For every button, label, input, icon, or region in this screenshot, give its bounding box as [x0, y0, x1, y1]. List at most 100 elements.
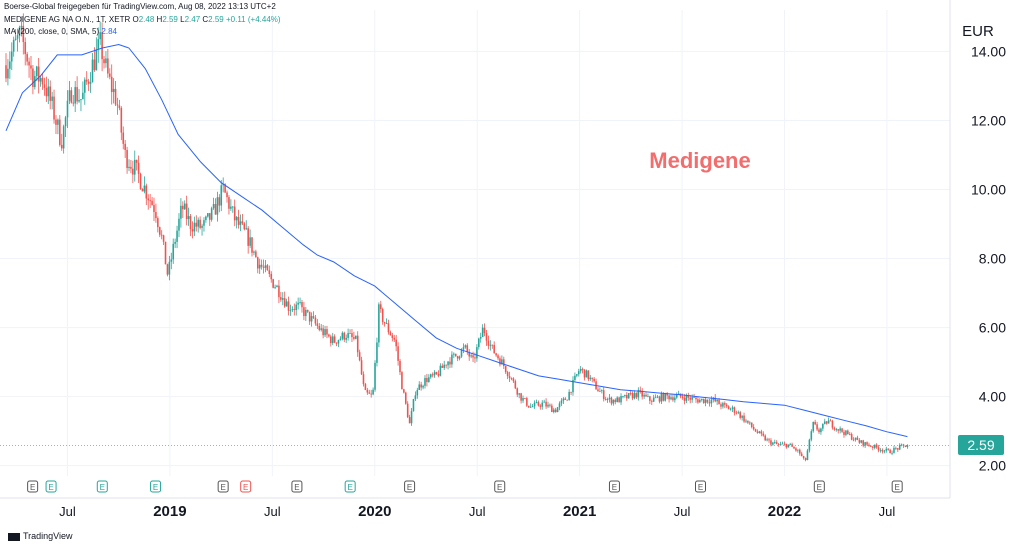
candle-body	[351, 333, 353, 338]
candle-body	[55, 119, 57, 125]
candle-body	[762, 433, 765, 436]
candle-body	[672, 397, 674, 401]
candle-body	[87, 81, 90, 84]
candle-body	[251, 237, 253, 253]
candle-body	[233, 206, 236, 221]
candle-body	[187, 216, 190, 219]
tradingview-footer[interactable]: TradingView	[8, 531, 73, 541]
candle-body	[462, 347, 465, 350]
candle-body	[785, 443, 788, 448]
candle-body	[416, 389, 419, 396]
candle-body	[562, 398, 565, 401]
candle-body	[716, 399, 718, 402]
candle-body	[349, 333, 351, 334]
earnings-marker	[891, 480, 903, 493]
candle-body	[453, 353, 455, 355]
candle-body	[320, 328, 323, 330]
candle-body	[502, 359, 505, 367]
candle-body	[775, 442, 778, 444]
candle-body	[664, 393, 667, 401]
candle-body	[337, 340, 340, 344]
candle-body	[814, 421, 816, 425]
candle-body	[207, 213, 209, 217]
candle-body	[522, 398, 524, 401]
candle-body	[10, 51, 13, 62]
candle-body	[37, 66, 40, 82]
grid	[0, 0, 951, 499]
candle-body	[12, 39, 15, 52]
candle-body	[624, 395, 626, 397]
candle-body	[827, 420, 830, 424]
candle-body	[478, 338, 480, 348]
candle-body	[585, 370, 588, 378]
candle-body	[558, 403, 561, 408]
candle-body	[735, 412, 738, 414]
candle-body	[506, 372, 509, 377]
candle-body	[99, 32, 101, 40]
candle-body	[854, 437, 857, 440]
candle-body	[403, 389, 405, 393]
candle-body	[299, 302, 301, 303]
candle-body	[305, 309, 307, 317]
candle-body	[9, 61, 11, 69]
candle-body	[577, 371, 580, 375]
candle-body	[158, 227, 161, 235]
candle-body	[185, 203, 188, 219]
candle-body	[289, 310, 292, 311]
candle-body	[816, 424, 818, 430]
y-axis: 2.00 4.00 6.00 8.00 10.00 12.00 14.00	[971, 43, 1006, 473]
candle-body	[725, 404, 728, 407]
candle-body	[476, 347, 478, 359]
candle-body	[93, 59, 96, 71]
candle-body	[772, 442, 774, 445]
candle-body	[660, 393, 663, 402]
candle-body	[406, 403, 409, 418]
x-tick-label: 2022	[768, 503, 801, 520]
candle-body	[733, 407, 736, 413]
candle-body	[858, 440, 861, 443]
candle-body	[153, 205, 155, 213]
candle-body	[133, 159, 136, 175]
candle-body	[533, 402, 536, 407]
candle-body	[787, 444, 790, 448]
candle-body	[262, 266, 265, 268]
x-tick-label: 2021	[563, 503, 596, 520]
candle-body	[360, 360, 363, 375]
candle-body	[652, 397, 655, 402]
candle-body	[604, 399, 607, 400]
ma200-line	[5, 43, 908, 438]
candle-body	[78, 100, 80, 102]
candle-body	[873, 444, 876, 448]
candle-body	[508, 376, 511, 379]
ma-value: 2.84	[101, 27, 117, 36]
candle-body	[685, 395, 688, 401]
candle-body	[80, 99, 82, 101]
candle-body	[900, 444, 903, 446]
candle-body	[798, 449, 801, 454]
candle-body	[464, 345, 467, 348]
candle-body	[72, 102, 75, 104]
candle-body	[614, 399, 617, 403]
tradingview-logo-icon	[8, 532, 20, 541]
candle-body	[306, 309, 309, 312]
candle-body	[241, 221, 244, 224]
candle-body	[825, 421, 828, 424]
y-tick-label: 6.00	[979, 320, 1006, 336]
candle-body	[647, 396, 649, 398]
candle-body	[114, 88, 117, 105]
candle-body	[435, 372, 438, 375]
candle-body	[777, 443, 780, 445]
x-tick-label: Jul	[264, 504, 281, 519]
candle-body	[76, 87, 78, 102]
candle-body	[108, 73, 111, 77]
candle-body	[116, 104, 119, 106]
candle-body	[501, 359, 503, 365]
candle-body	[28, 61, 30, 66]
candle-body	[889, 449, 891, 454]
y-tick-label: 8.00	[979, 251, 1006, 267]
candle-body	[370, 393, 372, 395]
candle-body	[66, 100, 69, 118]
candle-body	[745, 420, 747, 422]
